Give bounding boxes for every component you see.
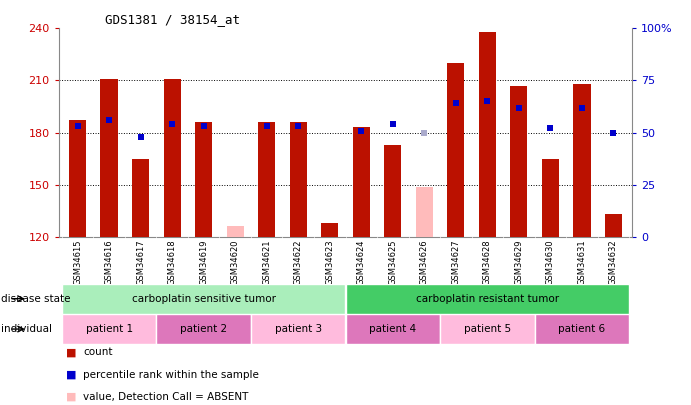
Text: patient 5: patient 5 <box>464 324 511 334</box>
Text: ■: ■ <box>66 370 76 379</box>
Text: carboplatin resistant tumor: carboplatin resistant tumor <box>416 294 559 304</box>
Bar <box>605 214 622 237</box>
Text: count: count <box>83 347 113 357</box>
Text: patient 4: patient 4 <box>369 324 417 334</box>
Bar <box>62 284 346 314</box>
Text: GSM34628: GSM34628 <box>483 239 492 285</box>
Text: ■: ■ <box>66 347 76 357</box>
Bar <box>132 159 149 237</box>
Bar <box>251 314 346 344</box>
Bar <box>384 145 401 237</box>
Text: GSM34630: GSM34630 <box>546 239 555 285</box>
Bar <box>258 122 276 237</box>
Text: GSM34617: GSM34617 <box>136 239 145 285</box>
Text: GSM34631: GSM34631 <box>578 239 587 285</box>
Bar <box>100 79 118 237</box>
Bar <box>535 314 629 344</box>
Bar <box>156 314 251 344</box>
Text: percentile rank within the sample: percentile rank within the sample <box>83 370 259 379</box>
Bar <box>321 223 339 237</box>
Text: GSM34616: GSM34616 <box>104 239 113 285</box>
Bar <box>479 32 496 237</box>
Bar <box>542 159 559 237</box>
Bar <box>352 128 370 237</box>
Bar <box>346 284 629 314</box>
Bar <box>62 314 156 344</box>
Bar <box>440 314 535 344</box>
Text: GDS1381 / 38154_at: GDS1381 / 38154_at <box>104 13 240 26</box>
Bar <box>69 120 86 237</box>
Text: patient 2: patient 2 <box>180 324 227 334</box>
Text: GSM34619: GSM34619 <box>199 239 208 285</box>
Text: GSM34629: GSM34629 <box>514 239 523 285</box>
Text: patient 3: patient 3 <box>274 324 322 334</box>
Bar <box>415 187 433 237</box>
Bar <box>573 84 591 237</box>
Bar <box>164 79 181 237</box>
Bar <box>510 86 527 237</box>
Text: patient 6: patient 6 <box>558 324 605 334</box>
Text: patient 1: patient 1 <box>86 324 133 334</box>
Text: GSM34623: GSM34623 <box>325 239 334 285</box>
Bar <box>195 122 212 237</box>
Text: GSM34632: GSM34632 <box>609 239 618 285</box>
Text: GSM34618: GSM34618 <box>168 239 177 285</box>
Text: individual: individual <box>1 324 53 334</box>
Text: carboplatin sensitive tumor: carboplatin sensitive tumor <box>132 294 276 304</box>
Text: GSM34624: GSM34624 <box>357 239 366 285</box>
Bar <box>290 122 307 237</box>
Text: GSM34621: GSM34621 <box>262 239 272 285</box>
Text: GSM34615: GSM34615 <box>73 239 82 285</box>
Text: value, Detection Call = ABSENT: value, Detection Call = ABSENT <box>83 392 248 402</box>
Bar <box>447 63 464 237</box>
Text: GSM34625: GSM34625 <box>388 239 397 285</box>
Text: disease state: disease state <box>1 294 71 304</box>
Text: GSM34622: GSM34622 <box>294 239 303 285</box>
Text: GSM34627: GSM34627 <box>451 239 460 285</box>
Text: ■: ■ <box>66 392 76 402</box>
Bar <box>227 226 244 237</box>
Bar <box>346 314 440 344</box>
Text: GSM34626: GSM34626 <box>419 239 429 285</box>
Text: GSM34620: GSM34620 <box>231 239 240 285</box>
